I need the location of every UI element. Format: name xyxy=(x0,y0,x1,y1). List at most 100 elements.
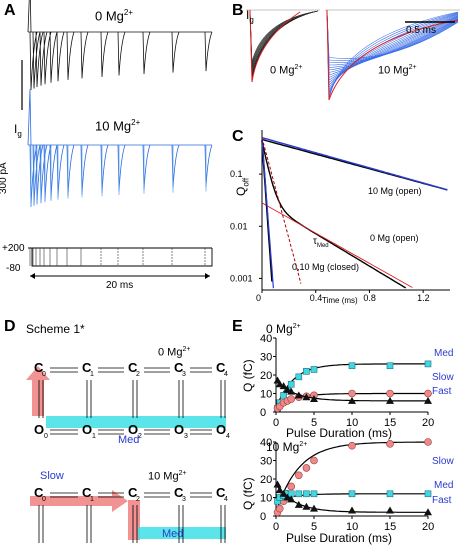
top-scheme-state-c4-sub: 4 xyxy=(224,371,228,378)
legend-bottom-med: Med xyxy=(434,480,454,491)
trace-b-10mg xyxy=(326,9,459,98)
point-slow xyxy=(302,464,311,472)
top-scheme-state-o0: O xyxy=(34,422,44,437)
point-med xyxy=(295,490,303,498)
highlight-med-path-bottom xyxy=(138,527,226,539)
point-fast xyxy=(424,396,432,404)
panel-a-ig-label: Ig xyxy=(14,122,22,139)
top-scheme-state-c2-sub: 2 xyxy=(136,371,140,378)
tick-label-e-y: 20 xyxy=(260,474,272,486)
point-fast xyxy=(279,382,288,390)
panel-e-bottom-ylabel: Q (fC) xyxy=(241,477,255,510)
point-fast xyxy=(348,396,356,404)
point-fast xyxy=(424,508,432,516)
panel-a-scale-y: 300 pA xyxy=(0,162,9,194)
fit-b-0mg xyxy=(249,9,301,83)
top-scheme-state-c1: C xyxy=(82,360,92,375)
tick-label-c-x: 1.2 xyxy=(417,293,430,303)
panel-d-scheme-title: Scheme 1* xyxy=(26,322,85,336)
top-scheme-state-o0-sub: 0 xyxy=(44,433,48,440)
bottom-scheme-state-c2-sub: 2 xyxy=(136,496,140,503)
tick-label-e-x: 20 xyxy=(422,417,434,429)
point-fast xyxy=(273,480,282,488)
arrow-right-icon xyxy=(205,273,210,279)
point-med xyxy=(295,373,303,381)
top-scheme-state-o2: O xyxy=(128,422,138,437)
point-fast xyxy=(310,395,318,403)
panel-e-top-condition: 0 Mg2+ xyxy=(266,322,301,336)
bottom-scheme-state-c1-sub: 1 xyxy=(90,496,94,503)
trace-b-10mg xyxy=(326,9,459,84)
point-fast xyxy=(294,391,303,399)
legend-top-med: Med xyxy=(434,348,454,359)
top-scheme-state-c2: C xyxy=(128,360,138,375)
tick-label-c-y: 0.1 xyxy=(230,169,243,179)
tick-label-e-y: 10 xyxy=(260,493,272,505)
tick-label-e-y: 0 xyxy=(260,511,266,523)
point-fast xyxy=(302,393,311,401)
panel-a-v-low: -80 xyxy=(6,263,21,274)
tick-label-c-y: 0.01 xyxy=(230,221,248,231)
trace-b-10mg xyxy=(326,9,459,92)
point-med xyxy=(280,392,287,399)
point-slow xyxy=(348,389,356,398)
bottom-scheme-state-c1: C xyxy=(82,485,92,500)
point-slow xyxy=(310,456,318,465)
top-scheme-state-o1: O xyxy=(82,422,92,437)
panel-e-bottom-xlabel: Pulse Duration (ms) xyxy=(286,531,393,545)
bottom-scheme-state-c3-sub: 3 xyxy=(182,496,186,503)
trace-b-0mg xyxy=(249,9,319,63)
panel-b-ig-label: Ig xyxy=(246,8,254,25)
top-scheme-state-c3: C xyxy=(174,360,184,375)
legend-bottom-slow: Slow xyxy=(432,456,454,467)
tick-label-e-x: 0 xyxy=(273,521,279,533)
panel-d-med-label: Med xyxy=(118,434,140,446)
panel-d-label: D xyxy=(4,318,16,335)
trace-b-0mg xyxy=(249,9,319,73)
tick-label-c-x: 0.4 xyxy=(310,293,323,303)
legend-top-slow: Slow xyxy=(432,372,454,383)
legend-top-fast: Fast xyxy=(432,386,452,397)
top-scheme-state-c4: C xyxy=(216,360,226,375)
panel-a-label: A xyxy=(4,2,16,19)
panel-a-mid-condition: 10 Mg2+ xyxy=(95,118,141,134)
trace-b-10mg xyxy=(326,9,459,101)
point-fast xyxy=(294,500,303,508)
bottom-scheme-state-c4-sub: 4 xyxy=(224,496,228,503)
tick-label-e-x: 15 xyxy=(384,417,396,429)
trace-b-10mg xyxy=(326,9,459,59)
top-scheme-state-o3-sub: 3 xyxy=(184,433,188,440)
panel-e-bottom-condition: 10 Mg2+ xyxy=(266,440,308,454)
highlight-med-path xyxy=(46,416,226,428)
panel-a-time-bar-label: 20 ms xyxy=(106,280,134,291)
point-med xyxy=(310,366,318,373)
top-scheme-state-c3-sub: 3 xyxy=(182,371,186,378)
tick-label-e-y: 30 xyxy=(260,352,272,364)
point-slow xyxy=(386,440,394,448)
trace-b-0mg xyxy=(249,9,319,69)
tick-label-e-y: 30 xyxy=(260,456,272,468)
trace-b-10mg xyxy=(326,9,459,89)
panel-c-series-10mg-open: 10 Mg (open) xyxy=(368,186,422,196)
bottom-scheme-state-c3: C xyxy=(174,485,184,500)
trace-b-10mg xyxy=(326,9,459,66)
tick-label-e-x: 15 xyxy=(384,521,396,533)
top-scheme-state-o1-sub: 1 xyxy=(92,433,96,440)
curve-0mg-open-data xyxy=(261,140,407,289)
top-scheme-state-c0-sub: 0 xyxy=(42,371,46,378)
panel-d-top-condition: 0 Mg2+ xyxy=(158,346,191,359)
top-scheme-state-c1-sub: 1 xyxy=(90,371,94,378)
point-slow xyxy=(287,395,296,403)
trace-b-10mg xyxy=(326,9,459,61)
top-scheme-state-o4-sub: 4 xyxy=(226,433,230,440)
tick-label-e-x: 5 xyxy=(311,417,317,429)
panel-a-v-high: +200 xyxy=(2,243,25,254)
point-fast xyxy=(348,506,356,514)
top-scheme-state-c0: C xyxy=(34,360,44,375)
point-fast xyxy=(279,489,288,497)
curve-tau-med xyxy=(261,137,302,284)
tick-label-e-y: 0 xyxy=(260,407,266,419)
panel-e-label: E xyxy=(232,318,243,335)
top-scheme-state-o2-sub: 2 xyxy=(138,433,142,440)
